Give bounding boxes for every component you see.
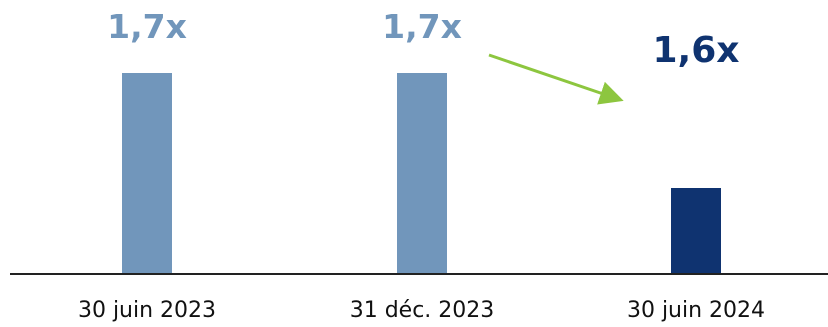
value-label-1: 1,7x — [107, 7, 187, 46]
value-labels-group: 1,7x 1,7x 1,6x — [107, 7, 739, 71]
category-labels-group: 30 juin 2023 31 déc. 2023 30 juin 2024 — [78, 298, 765, 323]
category-label-2: 31 déc. 2023 — [350, 298, 495, 323]
category-label-3: 30 juin 2024 — [627, 298, 765, 323]
value-label-3: 1,6x — [653, 30, 740, 71]
bar-3 — [671, 188, 721, 274]
bar-2 — [397, 73, 447, 274]
bars-group — [122, 73, 721, 274]
trend-arrow — [488, 53, 624, 105]
bar-1 — [122, 73, 172, 274]
category-label-1: 30 juin 2023 — [78, 298, 216, 323]
value-label-2: 1,7x — [382, 7, 462, 46]
